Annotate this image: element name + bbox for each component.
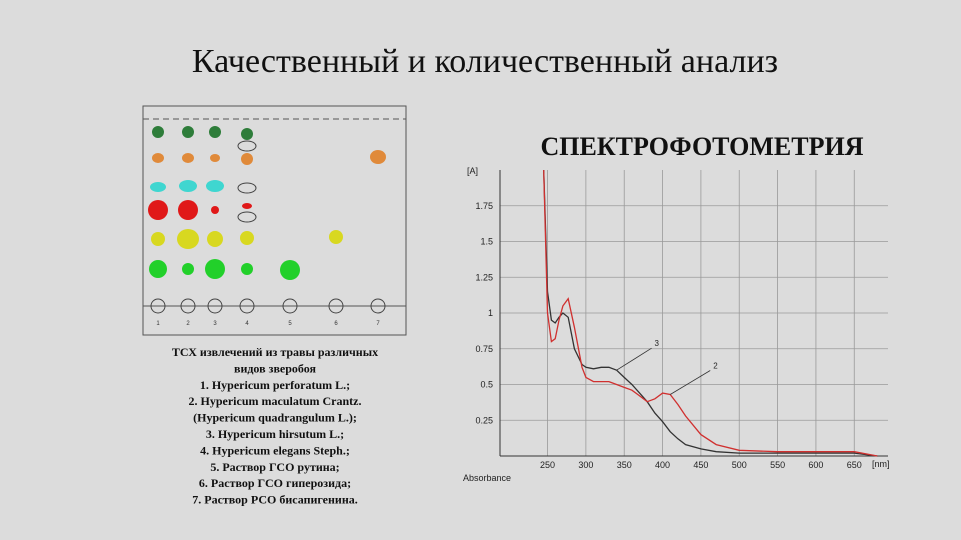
spot	[241, 128, 253, 140]
start-point	[239, 298, 255, 314]
spot	[182, 153, 194, 163]
caption-line: 7. Раствор РСО бисапигенина.	[192, 493, 358, 507]
lane-label: 7	[376, 321, 380, 327]
start-point	[328, 298, 344, 314]
caption-line: 4. Hypericum elegans Steph.;	[200, 443, 350, 457]
spot	[210, 154, 220, 162]
tlc-caption: ТСХ извлечений из травы различных видов з…	[172, 345, 378, 507]
start-point	[180, 298, 196, 314]
lane-label: 5	[288, 321, 292, 327]
y-tick-label: 1.25	[475, 272, 493, 282]
spot	[177, 229, 199, 249]
caption-line: (Hypericum quadrangulum L.);	[193, 411, 357, 425]
y-tick-label: 0.75	[475, 344, 493, 354]
curve-leader	[616, 347, 652, 371]
spot	[280, 260, 300, 280]
x-tick-label: 600	[808, 460, 823, 470]
x-tick-label: 250	[540, 460, 555, 470]
spot	[370, 150, 386, 164]
caption-line: 2. Hypericum maculatum Crantz.	[189, 394, 362, 408]
lane-label: 1	[156, 321, 160, 327]
spot-outline	[237, 140, 257, 152]
chart-title: СПЕКТРОФОТОМЕТРИЯ	[540, 132, 863, 161]
x-tick-label: 650	[847, 460, 862, 470]
caption-line: 6. Раствор ГСО гиперозида;	[199, 476, 351, 490]
y-tick-label: 0.5	[480, 380, 493, 390]
x-tick-label: 350	[617, 460, 632, 470]
x-tick-label: 300	[578, 460, 593, 470]
lane-label: 2	[186, 321, 190, 327]
caption-line: 5. Раствор ГСО рутина;	[210, 460, 339, 474]
spot	[211, 206, 219, 214]
spectrum-line	[543, 169, 878, 457]
x-tick-label: 550	[770, 460, 785, 470]
spectrum-line	[543, 169, 878, 457]
y-tick-label: 1	[488, 308, 493, 318]
start-point	[282, 298, 298, 314]
x-tick-label: 500	[732, 460, 747, 470]
x-tick-label: 400	[655, 460, 670, 470]
start-point	[370, 298, 386, 314]
start-point	[150, 298, 166, 314]
spot	[209, 126, 221, 138]
spot	[151, 232, 165, 246]
curve-leader	[670, 370, 711, 395]
spot	[152, 153, 164, 163]
spot	[241, 263, 253, 275]
spot	[179, 180, 197, 192]
tlc-plate: 1 2 3 4 5 6 7	[142, 105, 407, 336]
caption-line: 1. Hypericum perforatum L.;	[200, 378, 350, 392]
lane-label: 6	[334, 321, 338, 327]
y-tick-label: 0.25	[475, 415, 493, 425]
spot	[182, 126, 194, 138]
y-tick-label: 1.5	[480, 237, 493, 247]
spot-outline	[237, 182, 257, 194]
caption-line: видов зверобоя	[234, 361, 317, 375]
spot	[178, 200, 198, 220]
y-tick-label: 1.75	[475, 201, 493, 211]
x-unit-label: [nm]	[872, 459, 890, 469]
x-axis-label: Absorbance	[463, 473, 511, 483]
caption-line: ТСХ извлечений из травы различных	[172, 345, 378, 359]
spot	[329, 230, 343, 244]
spot	[149, 260, 167, 278]
spot	[242, 203, 252, 209]
curve-label: 3	[655, 339, 660, 348]
spot	[152, 126, 164, 138]
x-tick-label: 450	[693, 460, 708, 470]
spot-outline	[237, 211, 257, 223]
plate-border	[142, 105, 407, 336]
lane-label: 3	[213, 321, 217, 327]
spot	[205, 259, 225, 279]
slide-title: Качественный и количественный анализ	[192, 43, 778, 80]
start-point	[207, 298, 223, 314]
spot	[241, 153, 253, 165]
spot	[182, 263, 194, 275]
spot	[148, 200, 168, 220]
spot	[206, 180, 224, 192]
caption-line: 3. Hypericum hirsutum L.;	[206, 427, 344, 441]
lane-label: 4	[245, 321, 249, 327]
y-axis-label: [A]	[467, 166, 478, 176]
spot	[207, 231, 223, 247]
curve-label: 2	[713, 362, 718, 371]
spot	[240, 231, 254, 245]
spot	[150, 182, 166, 192]
spectrum-chart: СПЕКТРОФОТОМЕТРИЯ [A] Absorbance [nm] 0.…	[463, 132, 890, 483]
